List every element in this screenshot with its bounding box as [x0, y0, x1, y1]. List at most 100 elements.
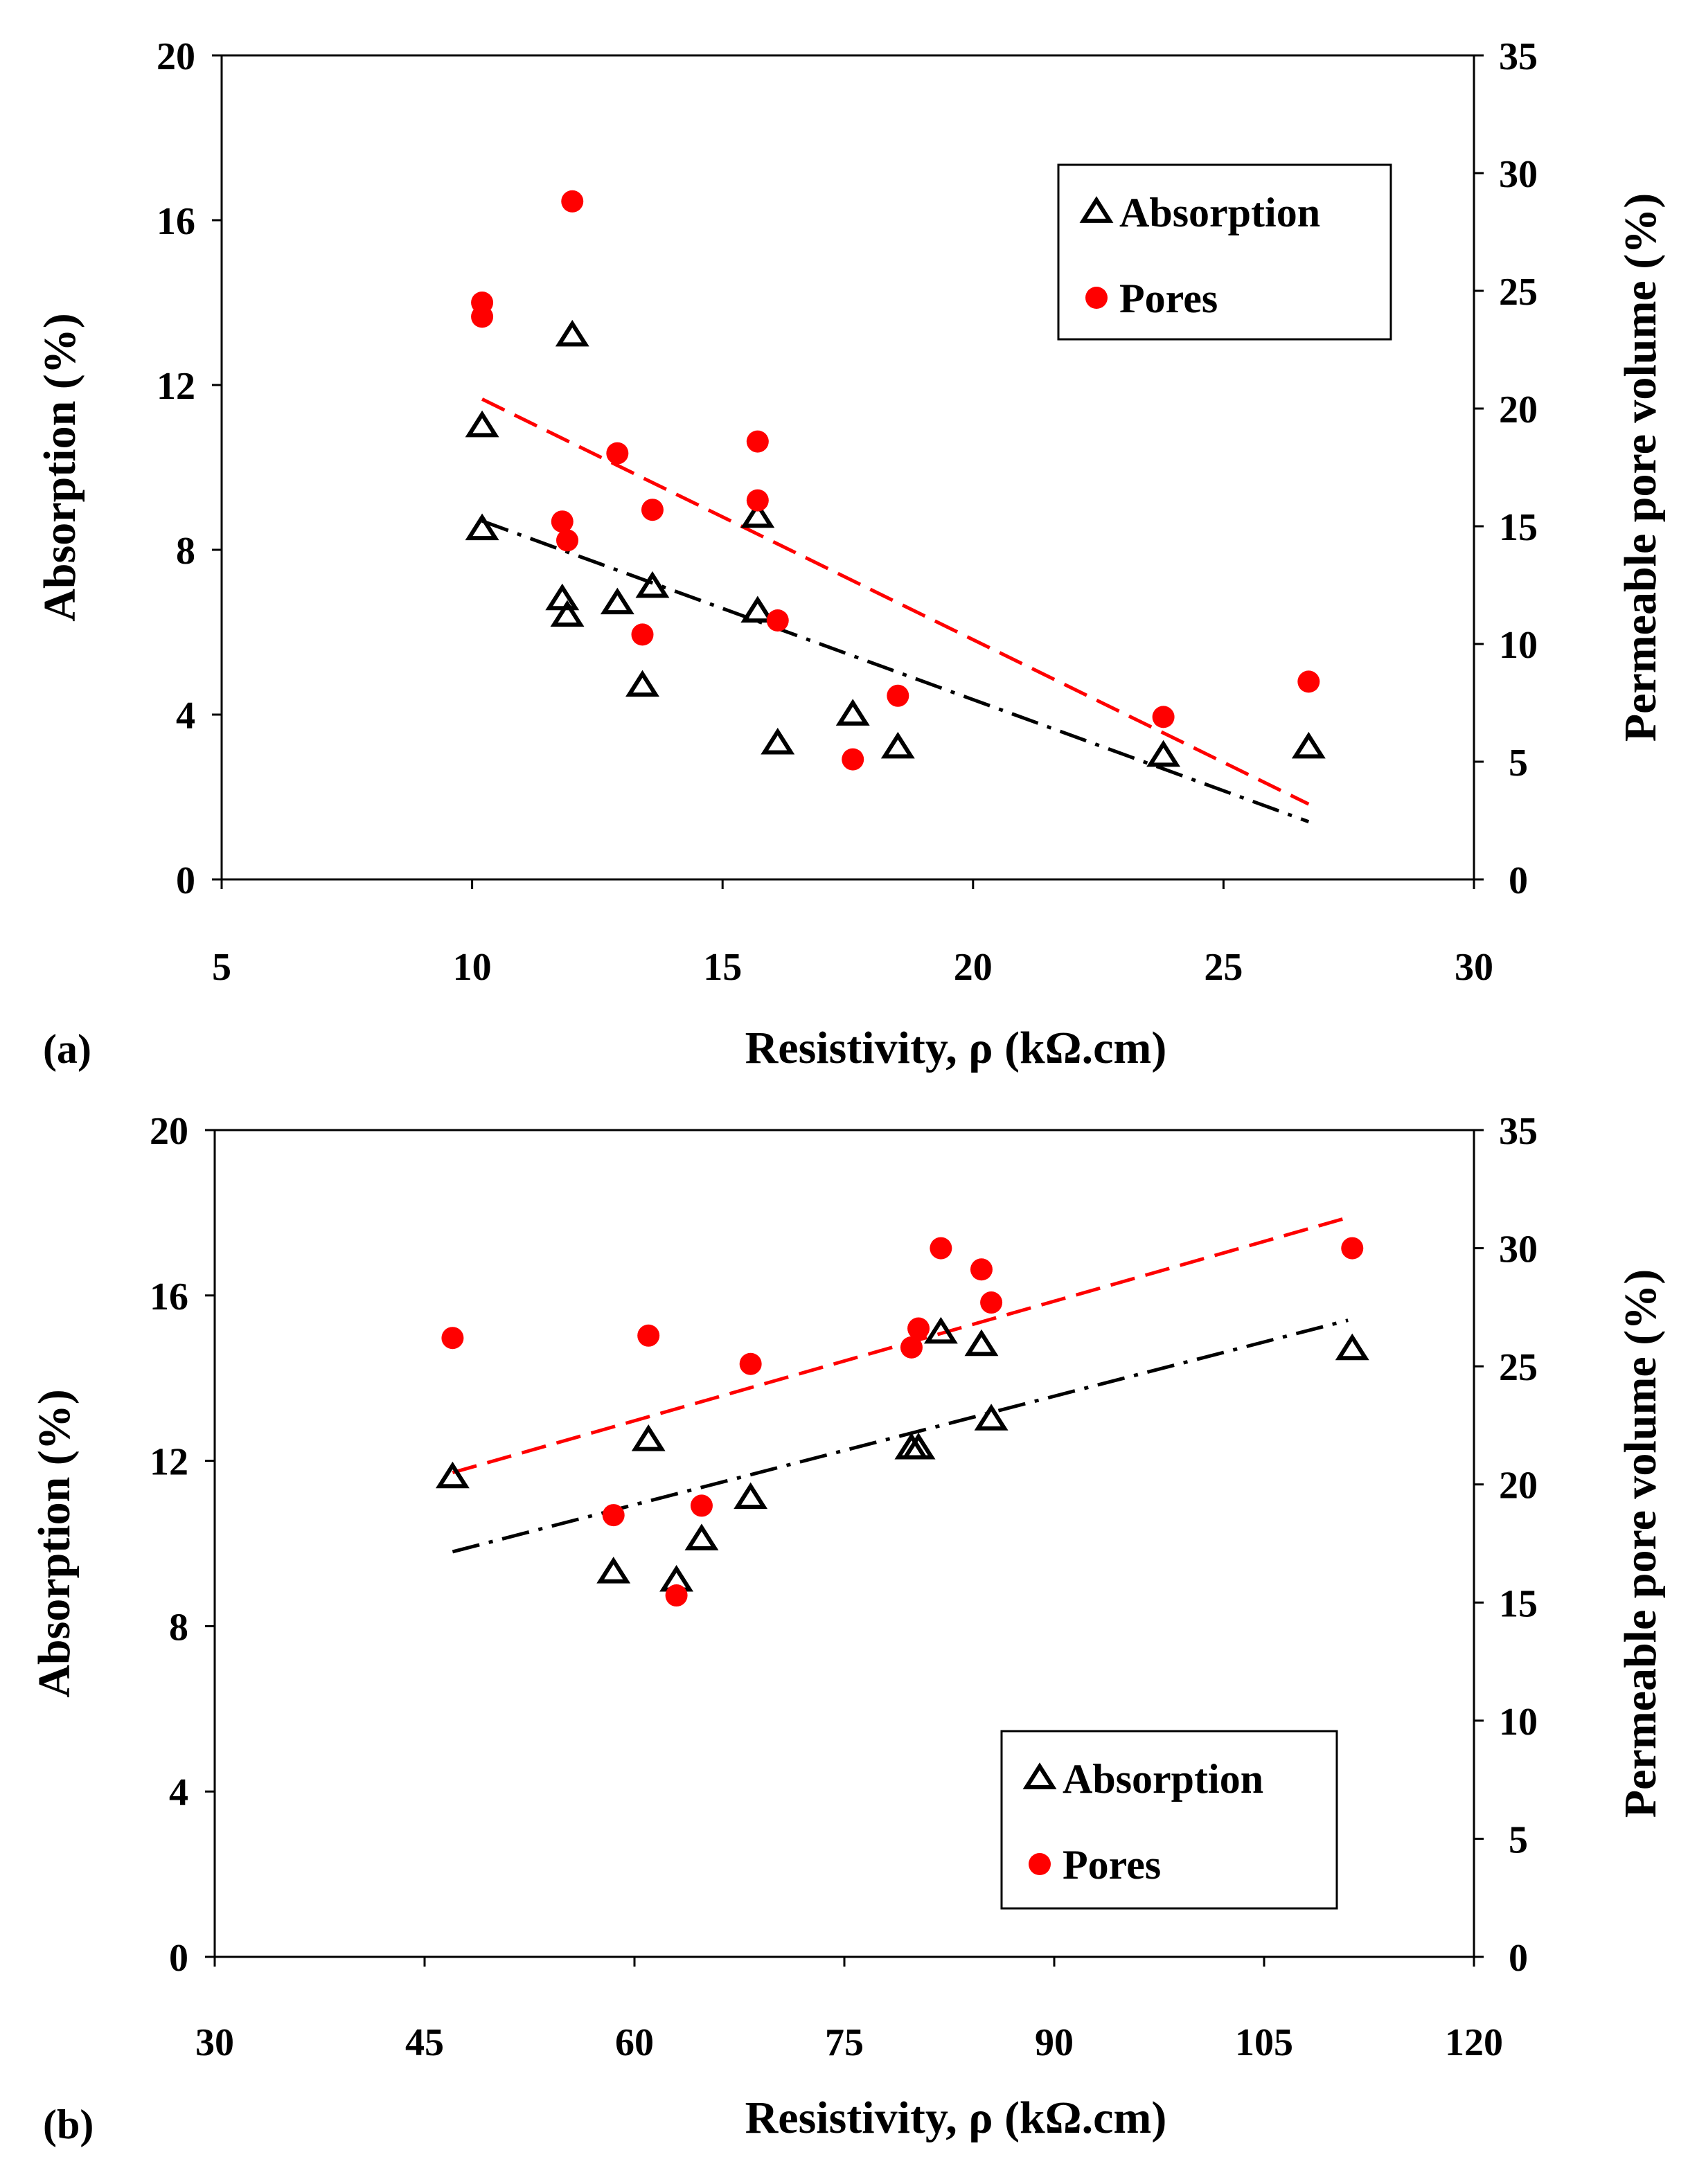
absorption-point — [550, 600, 585, 627]
pores-point — [970, 1258, 993, 1281]
y-tick-label: 0 — [169, 1937, 188, 1980]
absorption-point — [1291, 731, 1326, 759]
pores-point — [602, 1504, 625, 1527]
y-tick-label: 4 — [169, 1771, 188, 1814]
absorption-point — [465, 513, 499, 541]
pores-trendline — [481, 397, 1310, 806]
absorption-point — [631, 1424, 666, 1451]
pores-point — [746, 489, 769, 512]
x-tick-label: 90 — [1035, 2021, 1074, 2064]
pores-point — [471, 305, 494, 328]
pores-point — [641, 499, 664, 521]
pores-point — [900, 1336, 923, 1359]
absorption-point — [465, 410, 499, 438]
pores-point — [980, 1291, 1003, 1314]
x-tick-label: 30 — [195, 2021, 234, 2064]
legend-absorption-marker — [1079, 196, 1114, 223]
y-axis-title: Absorption (%) — [35, 313, 85, 622]
pores-point — [746, 430, 769, 453]
y2-tick-label: 35 — [1499, 35, 1538, 78]
x-tick-label: 60 — [615, 2021, 654, 2064]
y2-tick-label: 20 — [1499, 1465, 1538, 1507]
pores-point — [1341, 1237, 1364, 1260]
pores-point — [1297, 670, 1320, 693]
pores-point — [631, 623, 654, 646]
pores-point — [766, 609, 789, 632]
y-tick-label: 20 — [150, 1110, 188, 1153]
absorption-point — [545, 583, 580, 611]
y2-tick-label: 5 — [1509, 1818, 1528, 1861]
absorption-point — [600, 587, 634, 615]
legend-box — [1000, 1730, 1338, 1910]
y-tick-label: 8 — [169, 1606, 188, 1649]
y2-tick-label: 35 — [1499, 1110, 1538, 1153]
x-axis-title: Resistivity, ρ (kΩ.cm) — [745, 2093, 1167, 2143]
x-tick-label: 120 — [1445, 2021, 1503, 2064]
absorption-point — [734, 1482, 768, 1510]
y2-tick-label: 5 — [1509, 742, 1528, 785]
pores-point — [907, 1317, 930, 1340]
legend-pores-label: Pores — [1119, 276, 1218, 321]
y2-axis-title: Permeable pore volume (%) — [1615, 1269, 1666, 1818]
absorption-point — [555, 319, 589, 347]
y2-tick-label: 25 — [1499, 271, 1538, 314]
y2-tick-label: 15 — [1499, 1582, 1538, 1625]
absorption-point — [964, 1329, 999, 1357]
absorption-point — [740, 596, 775, 623]
absorption-point — [880, 731, 915, 759]
x-tick-label: 15 — [703, 946, 742, 989]
x-tick-label: 30 — [1455, 946, 1493, 989]
panel-label: (a) — [43, 1026, 91, 1072]
legend-pores-marker — [1085, 287, 1108, 309]
x-tick-label: 20 — [954, 946, 993, 989]
y-axis-title: Absorption (%) — [29, 1389, 80, 1698]
legend-absorption-label: Absorption — [1063, 1756, 1263, 1802]
x-tick-label: 75 — [825, 2021, 864, 2064]
legend-box — [1057, 163, 1392, 341]
absorption-point — [761, 727, 795, 755]
x-tick-label: 10 — [453, 946, 492, 989]
y2-tick-label: 10 — [1499, 1701, 1538, 1744]
y2-tick-label: 10 — [1499, 624, 1538, 667]
pores-point — [739, 1352, 762, 1375]
pores-point — [1152, 706, 1175, 728]
pores-point — [551, 510, 574, 533]
pores-point — [556, 529, 579, 552]
x-tick-label: 105 — [1235, 2021, 1293, 2064]
y-tick-label: 12 — [157, 365, 195, 408]
pores-trendline — [452, 1215, 1349, 1475]
absorption-point — [901, 1432, 936, 1460]
pores-point — [842, 748, 864, 771]
y-tick-label: 20 — [157, 35, 195, 78]
pores-point — [930, 1237, 952, 1260]
panel-label: (b) — [43, 2102, 94, 2147]
pores-point — [561, 190, 584, 213]
absorption-trendline — [481, 519, 1310, 824]
legend-absorption-marker — [1022, 1762, 1057, 1789]
pores-point — [690, 1494, 713, 1517]
y-tick-label: 0 — [176, 859, 195, 902]
y-tick-label: 12 — [150, 1441, 188, 1484]
y2-tick-label: 30 — [1499, 1228, 1538, 1271]
legend-pores-marker — [1029, 1853, 1051, 1875]
x-tick-label: 45 — [405, 2021, 444, 2064]
plot-area-frame — [220, 54, 1475, 881]
absorption-point — [435, 1461, 470, 1489]
pores-point — [606, 442, 629, 465]
pores-point — [637, 1324, 660, 1347]
absorption-point — [1335, 1333, 1369, 1361]
y2-tick-label: 20 — [1499, 388, 1538, 431]
x-tick-label: 5 — [212, 946, 231, 989]
y-tick-label: 4 — [176, 695, 195, 737]
y2-tick-label: 0 — [1509, 859, 1528, 902]
pores-point — [441, 1327, 464, 1350]
legend-pores-label: Pores — [1063, 1842, 1161, 1888]
absorption-point — [974, 1404, 1009, 1431]
absorption-point — [923, 1316, 958, 1344]
y2-tick-label: 0 — [1509, 1937, 1528, 1980]
absorption-point — [1146, 740, 1181, 767]
absorption-point — [684, 1523, 719, 1550]
pores-point — [887, 684, 909, 707]
y-tick-label: 16 — [157, 200, 195, 243]
